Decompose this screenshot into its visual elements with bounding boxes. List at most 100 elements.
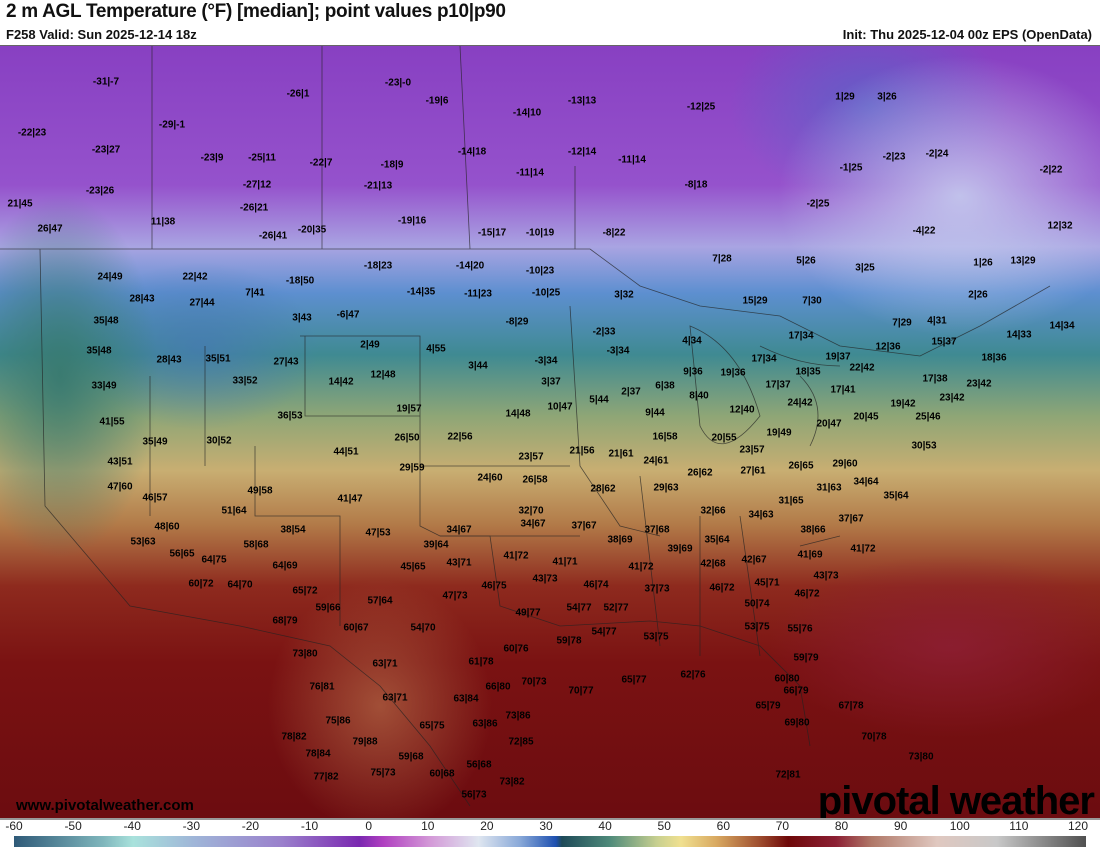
point-value: 37|67 bbox=[571, 520, 597, 532]
point-value: 4|55 bbox=[426, 343, 446, 355]
point-value: 2|49 bbox=[360, 339, 380, 351]
point-value: 24|49 bbox=[97, 271, 123, 283]
point-value: 45|71 bbox=[754, 577, 780, 589]
point-value: -14|20 bbox=[455, 260, 485, 272]
temperature-map[interactable]: -31|-7 -26|1 -23|-0 -19|6 -13|13 -12|25 1|29 3|… bbox=[0, 45, 1100, 820]
point-value: 25|46 bbox=[915, 411, 941, 423]
point-value: -15|17 bbox=[477, 227, 507, 239]
point-value: -18|9 bbox=[380, 159, 404, 171]
point-value: -13|13 bbox=[567, 95, 597, 107]
point-value: -21|13 bbox=[363, 180, 393, 192]
point-value: 19|36 bbox=[720, 367, 746, 379]
point-value: 24|61 bbox=[643, 455, 669, 467]
point-value: 48|60 bbox=[154, 521, 180, 533]
point-value: 32|70 bbox=[518, 505, 544, 517]
point-value: -11|14 bbox=[516, 167, 544, 179]
point-value: -20|35 bbox=[297, 224, 327, 236]
point-value: 77|82 bbox=[313, 771, 339, 783]
point-value: 31|63 bbox=[816, 482, 842, 494]
colorbar-tick-label: 10 bbox=[421, 819, 435, 833]
point-value: -10|19 bbox=[525, 227, 555, 239]
point-value: 5|26 bbox=[796, 255, 816, 267]
point-value: 79|88 bbox=[352, 736, 378, 748]
point-value: 17|37 bbox=[765, 379, 791, 391]
point-value: 17|41 bbox=[830, 384, 856, 396]
point-value: 16|58 bbox=[652, 431, 678, 443]
point-value: 10|47 bbox=[547, 401, 573, 413]
point-value: 21|45 bbox=[7, 198, 33, 210]
point-value: -2|23 bbox=[882, 151, 906, 163]
point-value: 8|40 bbox=[689, 390, 709, 402]
colorbar-tick-label: -60 bbox=[5, 819, 23, 833]
point-value: 41|72 bbox=[850, 543, 876, 555]
point-value: 58|68 bbox=[243, 539, 269, 551]
point-value: -8|22 bbox=[602, 227, 626, 239]
point-value: 26|50 bbox=[394, 432, 420, 444]
point-value: 75|73 bbox=[370, 767, 396, 779]
point-value: 30|53 bbox=[911, 440, 937, 452]
colorbar-tick-label: -40 bbox=[123, 819, 141, 833]
point-value: 27|43 bbox=[273, 356, 299, 368]
point-value: -14|10 bbox=[512, 107, 542, 119]
point-value: 57|64 bbox=[367, 595, 393, 607]
point-value: -22|23 bbox=[17, 127, 47, 139]
point-value: 34|64 bbox=[853, 476, 879, 488]
point-value: 75|86 bbox=[325, 715, 351, 727]
point-value: 46|74 bbox=[583, 579, 609, 591]
point-value: 35|64 bbox=[883, 490, 909, 502]
point-value: -26|21 bbox=[239, 202, 269, 214]
point-value: 31|65 bbox=[778, 495, 804, 507]
point-value: 65|72 bbox=[292, 585, 318, 597]
point-value: 54|77 bbox=[591, 626, 617, 638]
point-value: 69|80 bbox=[784, 717, 810, 729]
point-value: -8|29 bbox=[505, 316, 529, 328]
point-value: 9|36 bbox=[683, 366, 703, 378]
point-value: 12|32 bbox=[1047, 220, 1073, 232]
borders-overlay bbox=[0, 46, 1051, 807]
point-value: 66|79 bbox=[783, 685, 809, 697]
point-value: 38|54 bbox=[280, 524, 306, 536]
point-value: -19|6 bbox=[425, 95, 449, 107]
point-value: 3|32 bbox=[614, 289, 634, 301]
point-value: -3|34 bbox=[606, 345, 630, 357]
point-value: -23|-0 bbox=[384, 77, 412, 89]
point-value: 14|48 bbox=[505, 408, 531, 420]
colorbar-tick-label: -20 bbox=[241, 819, 260, 833]
point-value: -23|26 bbox=[85, 185, 115, 197]
point-value: 28|62 bbox=[590, 483, 616, 495]
point-value: 21|61 bbox=[608, 448, 634, 460]
point-value: 59|78 bbox=[556, 635, 582, 647]
point-value: 34|63 bbox=[748, 509, 774, 521]
point-value: 15|37 bbox=[931, 336, 957, 348]
colorbar-tick-label: 100 bbox=[949, 819, 970, 833]
point-value: 64|69 bbox=[272, 560, 298, 572]
point-value: 66|80 bbox=[485, 681, 511, 693]
point-value: 35|64 bbox=[704, 534, 730, 546]
point-value: 47|73 bbox=[442, 590, 468, 602]
point-value: 43|73 bbox=[813, 570, 839, 582]
point-value: 43|51 bbox=[107, 456, 133, 468]
point-value: 60|67 bbox=[343, 622, 369, 634]
point-value: 41|47 bbox=[337, 493, 363, 505]
point-value: 4|31 bbox=[927, 315, 947, 327]
pivotal-weather-logo: pivotal weather bbox=[817, 779, 1095, 820]
point-value: 64|75 bbox=[201, 554, 227, 566]
point-value: -26|1 bbox=[286, 88, 310, 100]
point-value: 2|37 bbox=[621, 386, 641, 398]
point-value: 3|43 bbox=[292, 312, 312, 324]
point-value: 63|71 bbox=[382, 692, 408, 704]
point-value: 34|67 bbox=[520, 518, 546, 530]
watermark-url: www.pivotalweather.com bbox=[16, 797, 194, 814]
point-value: 46|75 bbox=[481, 580, 507, 592]
point-value: 47|60 bbox=[107, 481, 133, 493]
colorbar bbox=[14, 836, 1086, 847]
point-value: -22|7 bbox=[309, 157, 333, 169]
point-value: 37|73 bbox=[644, 583, 670, 595]
colorbar-tick-label: -30 bbox=[182, 819, 200, 833]
point-value: -14|35 bbox=[406, 286, 436, 298]
point-value: -18|50 bbox=[285, 275, 315, 287]
point-value: 50|74 bbox=[744, 598, 770, 610]
point-value: 7|30 bbox=[802, 295, 822, 307]
point-value: 41|69 bbox=[797, 549, 823, 561]
point-value: 60|80 bbox=[774, 673, 800, 685]
